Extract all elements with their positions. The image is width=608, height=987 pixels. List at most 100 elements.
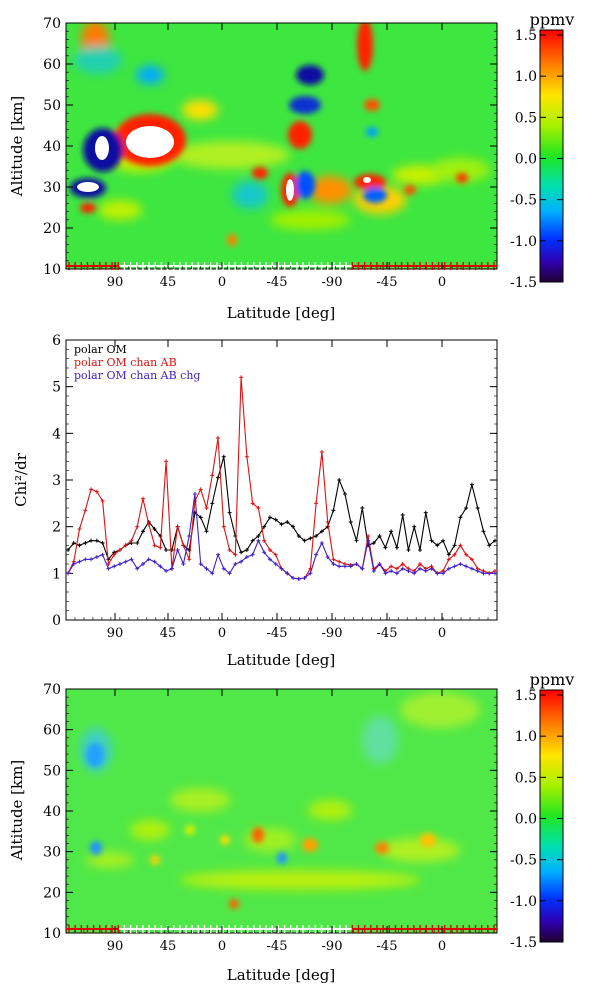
bottom-x-tick-label: 45 xyxy=(160,939,177,954)
series-2-point xyxy=(164,569,169,573)
series-1-point xyxy=(464,552,469,557)
series-0-point xyxy=(354,538,359,543)
chi2-x-tick-label: -45 xyxy=(267,626,288,641)
series-2-point xyxy=(308,571,313,576)
bottom-colorbar-tick-label: 0.5 xyxy=(515,770,537,786)
bottom-y-tick-label: 50 xyxy=(43,763,61,779)
series-0-point xyxy=(412,524,417,529)
top-heatmap-panel: 90 45 0 -45 -90 -45 0 10 20 30 40 50 60 70 Latitude [… xyxy=(8,16,498,322)
series-0-point xyxy=(267,515,272,520)
series-1-point xyxy=(123,543,128,548)
series-0-point xyxy=(360,506,365,510)
series-0-point xyxy=(337,478,342,482)
series-2-point xyxy=(406,569,411,573)
series-0-point xyxy=(394,545,399,550)
series-0-point xyxy=(469,482,474,487)
top-y-axis-label: Altitude [km] xyxy=(8,96,26,197)
bottom-track-markers xyxy=(66,925,497,933)
series-2-point xyxy=(337,564,342,569)
series-1-point xyxy=(181,543,186,548)
series-2-point xyxy=(216,552,221,557)
bottom-x-axis-label: Latitude [deg] xyxy=(227,966,335,984)
chi2-x-axis-label: Latitude [deg] xyxy=(227,651,335,669)
series-0-point xyxy=(435,543,440,548)
series-1-point xyxy=(129,538,134,543)
legend-polar-om-chan-ab: polar OM chan AB xyxy=(74,356,177,369)
series-2-point xyxy=(469,566,474,571)
series-0-point xyxy=(221,454,226,459)
bottom-y-tick-label: 20 xyxy=(43,885,61,901)
top-colorbar: ppmv 1.5 1.0 0.5 0.0 -0.5 -1.0 -1.5 xyxy=(510,10,574,291)
top-x-tick-label: -45 xyxy=(377,275,398,290)
chi2-x-tick-label: 0 xyxy=(218,626,226,641)
legend-polar-om-chan-ab-chg: polar OM chan AB chg xyxy=(74,369,200,382)
series-1-point xyxy=(112,552,117,557)
series-1-point xyxy=(319,450,324,454)
top-colorbar-tick-label: 0.5 xyxy=(515,110,537,126)
series-0-point xyxy=(389,529,394,534)
series-2-point xyxy=(112,564,117,569)
top-colorbar-tick-label: -0.5 xyxy=(510,193,537,209)
bottom-axes: 90 45 0 -45 -90 -45 0 10 20 30 40 50 60 70 xyxy=(43,682,498,954)
series-0-point xyxy=(487,543,492,548)
bottom-colorbar-tick-label: 1.0 xyxy=(515,729,537,745)
series-2-point xyxy=(210,571,215,576)
series-0-point xyxy=(458,515,463,520)
bottom-colorbar-tick-label: 1.5 xyxy=(515,688,537,704)
series-2-point xyxy=(221,566,226,571)
series-2-point xyxy=(244,555,249,559)
series-0-point xyxy=(285,520,290,524)
bottom-y-axis-label: Altitude [km] xyxy=(8,760,26,861)
chi2-y-tick-label: 5 xyxy=(52,380,61,396)
chi2-x-tick-label: 90 xyxy=(107,626,124,641)
series-1-point xyxy=(106,562,111,566)
series-1-point xyxy=(117,548,122,552)
series-0-point xyxy=(291,524,296,529)
chi2-y-tick-label: 6 xyxy=(52,333,61,349)
series-2-point xyxy=(262,550,267,555)
series-2-point xyxy=(314,552,319,557)
series-0-point xyxy=(83,541,88,545)
series-2-point xyxy=(464,564,469,569)
series-1-point xyxy=(452,552,457,557)
series-2-point xyxy=(383,571,388,576)
series-1-point xyxy=(400,562,405,566)
bottom-heatmap-panel: 90 45 0 -45 -90 -45 0 10 20 30 40 50 60 70 Latitude [… xyxy=(8,682,498,984)
series-2-point xyxy=(441,571,446,576)
series-2-point xyxy=(458,562,463,566)
series-0-point xyxy=(481,529,486,534)
top-y-tick-label: 40 xyxy=(43,139,61,155)
series-0-point xyxy=(158,534,163,538)
top-axes: 90 45 0 -45 -90 -45 0 10 20 30 40 50 60 70 xyxy=(43,16,498,290)
legend-polar-om: polar OM xyxy=(74,343,127,356)
series-0-point xyxy=(227,510,232,515)
series-0-point xyxy=(423,510,428,515)
bottom-y-tick-label: 60 xyxy=(43,723,61,739)
chi2-series xyxy=(66,375,497,581)
bottom-colorbar: ppmv 1.5 1.0 0.5 0.0 -0.5 -1.0 -1.5 xyxy=(510,670,574,951)
bottom-y-tick-label: 10 xyxy=(43,926,61,942)
bottom-colorbar-tick-label: 0.0 xyxy=(515,812,537,828)
series-1-point xyxy=(152,543,157,548)
series-2-point xyxy=(227,571,232,576)
series-1-point xyxy=(446,557,451,562)
series-1-point xyxy=(135,524,140,529)
series-1-point xyxy=(458,543,463,548)
series-1-point xyxy=(244,454,249,459)
series-0-point xyxy=(314,534,319,538)
series-2-point xyxy=(423,569,428,573)
series-2-point xyxy=(141,562,146,566)
series-2-point xyxy=(291,576,296,580)
series-2-point xyxy=(366,538,371,543)
series-1-point xyxy=(204,506,209,510)
series-1-point xyxy=(469,557,474,562)
series-2-point xyxy=(481,571,486,576)
series-1-point xyxy=(417,562,422,566)
series-0-point xyxy=(377,534,382,538)
series-0-point xyxy=(216,475,221,480)
series-0-point xyxy=(331,508,336,513)
series-0-point xyxy=(66,548,70,552)
series-0-point xyxy=(135,541,140,545)
